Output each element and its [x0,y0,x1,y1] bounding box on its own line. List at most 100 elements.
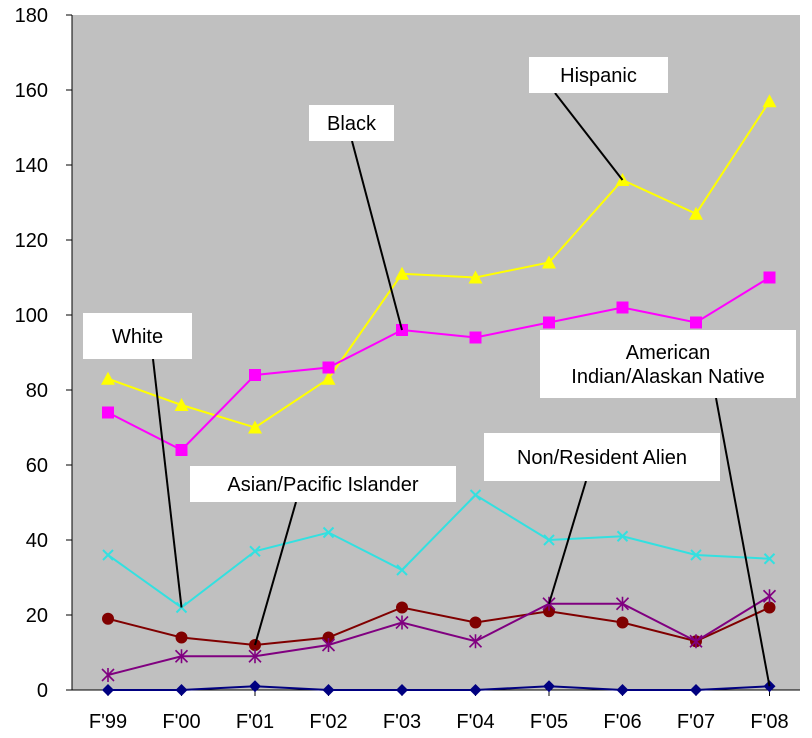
y-tick-label: 80 [26,380,48,402]
data-point-asian-pacific-islander [616,616,629,629]
callout-label-american-indian-alaskan-native: American [626,342,710,364]
data-point-hispanic [542,255,556,269]
callout-white: White [83,313,192,608]
data-point-hispanic [689,206,703,220]
series-line-asian-pacific-islander [107,606,770,647]
data-point-black [249,369,261,381]
x-tick-label: F'02 [309,711,347,733]
series-black [102,271,776,456]
series-line-hispanic [107,100,771,429]
data-point-non-resident-alien [468,634,483,649]
data-point-hispanic [468,270,483,284]
data-point-hispanic [395,266,409,280]
data-point-black [543,316,555,329]
x-tick-label: F'07 [677,711,715,733]
data-point-american-indian-alaskan-native [690,684,702,696]
callout-non-resident-alien: Non/Resident Alien [484,433,720,605]
callout-leader-non-resident-alien [548,480,587,605]
callout-label-asian-pacific-islander: Asian/Pacific Islander [227,474,419,496]
data-point-asian-pacific-islander [396,601,408,614]
series-layer [101,94,777,696]
x-tick-label: F'04 [456,711,494,733]
data-point-american-indian-alaskan-native [616,684,629,696]
y-tick-label: 60 [26,455,48,477]
callout-box-non-resident-alien [484,433,720,481]
data-point-hispanic [248,420,262,434]
callouts: Hispanic Black White Asian/Pacific Islander… [83,57,796,687]
data-point-asian-pacific-islander [175,631,188,644]
data-point-asian-pacific-islander [763,601,776,614]
callout-leader-hispanic [554,92,624,181]
callout-leader-white [152,358,183,608]
data-point-american-indian-alaskan-native [322,684,335,696]
series-line-black [107,276,771,452]
data-point-white [322,526,335,539]
callout-black: Black [309,105,403,331]
data-point-non-resident-alien [321,638,336,652]
callout-leader-black [351,140,403,331]
data-point-white [469,489,482,501]
data-point-american-indian-alaskan-native [469,684,482,696]
data-point-american-indian-alaskan-native [175,684,188,696]
y-tick-label: 100 [15,305,48,327]
data-point-asian-pacific-islander [102,612,114,625]
series-line-white [107,493,770,609]
y-tick-label: 140 [15,155,48,177]
series-hispanic [101,94,777,434]
x-tick-label: F'08 [750,711,788,733]
series-non-resident-alien [101,589,777,682]
data-point-non-resident-alien [248,649,262,664]
callout-box-american-indian-alaskan-native [540,330,796,398]
data-point-non-resident-alien [101,668,115,682]
x-tick-label: F'01 [236,711,274,733]
callout-label-hispanic: Hispanic [560,65,637,87]
callout-box-black [309,105,394,141]
data-point-non-resident-alien [615,596,630,611]
data-point-asian-pacific-islander [469,616,482,629]
data-point-black [175,444,188,456]
data-point-hispanic [174,398,189,411]
y-tick-label: 0 [37,680,48,702]
x-tick-label: F'06 [603,711,641,733]
data-point-american-indian-alaskan-native [396,684,408,696]
data-point-white [249,545,261,557]
callout-box-asian-pacific-islander [190,466,456,502]
data-point-black [690,316,702,329]
callout-leader-asian-pacific-islander [254,501,297,646]
data-point-non-resident-alien [395,615,409,630]
data-point-american-indian-alaskan-native [102,684,114,696]
data-point-white [616,530,629,542]
callout-label-white: White [112,326,163,348]
y-tick-label: 180 [15,5,48,27]
x-tick-label: F'05 [530,711,568,733]
data-point-non-resident-alien [689,634,703,649]
y-tick-label: 120 [15,230,48,252]
data-point-american-indian-alaskan-native [543,680,555,693]
series-line-american-indian-alaskan-native [108,685,770,691]
data-point-white [690,549,702,561]
x-tick-label: F'99 [89,711,127,733]
callout-label-black: Black [327,113,377,135]
data-point-white [543,534,555,546]
data-point-hispanic [101,371,115,385]
callout-hispanic: Hispanic [529,57,668,181]
data-point-white [102,549,114,561]
callout-leader-american-indian-alaskan-native [715,397,771,687]
callout-label-non-resident-alien: Non/Resident Alien [517,447,687,469]
data-point-non-resident-alien [174,649,189,664]
data-point-hispanic [762,94,777,108]
data-point-asian-pacific-islander [543,605,555,618]
y-tick-label: 160 [15,80,48,102]
data-point-white [763,553,776,565]
x-tick-label: F'03 [383,711,421,733]
series-line-non-resident-alien [107,595,771,676]
data-point-hispanic [321,371,336,385]
data-point-white [396,564,408,576]
y-tick-label: 20 [26,605,48,627]
callout-box-hispanic [529,57,668,93]
data-point-black [322,361,335,374]
axes: 0 20 40 60 80 100 120 140 160 180 F'99 F'00 F'01 F'02… [15,5,800,733]
data-point-asian-pacific-islander [322,631,335,644]
callout-box-white [83,313,192,359]
